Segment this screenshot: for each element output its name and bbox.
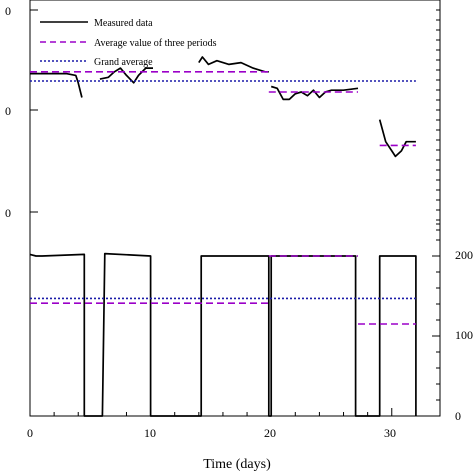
plot-frame: [29, 0, 441, 417]
series-layer: [29, 56, 417, 417]
legend-label-grand-average: Grand average: [94, 57, 153, 68]
right-y-tick-label-200: 200: [455, 248, 473, 262]
top-measured-data-segment-4: [270, 85, 359, 101]
top-y-tick-label-1: 0: [5, 4, 11, 18]
x-axis-title: Time (days): [203, 457, 271, 472]
legend-label-measured: Measured data: [94, 18, 153, 29]
top-measured-data-segment-2: [99, 67, 153, 84]
top-y-tick-label-3: 0: [5, 206, 11, 220]
x-tick-label-0: 0: [27, 426, 33, 440]
top-measured-data-segment-1: [30, 72, 83, 98]
x-tick-label-10: 10: [144, 426, 156, 440]
legend-label-period-average: Average value of three periods: [94, 38, 217, 49]
ticks-layer: [29, 0, 441, 417]
bottom-measured-data-line: [29, 252, 417, 417]
x-tick-label-20: 20: [264, 426, 276, 440]
right-y-tick-label-100: 100: [455, 328, 473, 342]
top-y-tick-label-2: 0: [5, 104, 11, 118]
right-y-tick-label-0: 0: [455, 409, 461, 423]
top-measured-data-segment-5: [378, 119, 416, 158]
legend: Measured data Average value of three per…: [40, 18, 217, 68]
top-measured-data-segment-3: [198, 56, 269, 73]
x-tick-label-30: 30: [384, 426, 396, 440]
